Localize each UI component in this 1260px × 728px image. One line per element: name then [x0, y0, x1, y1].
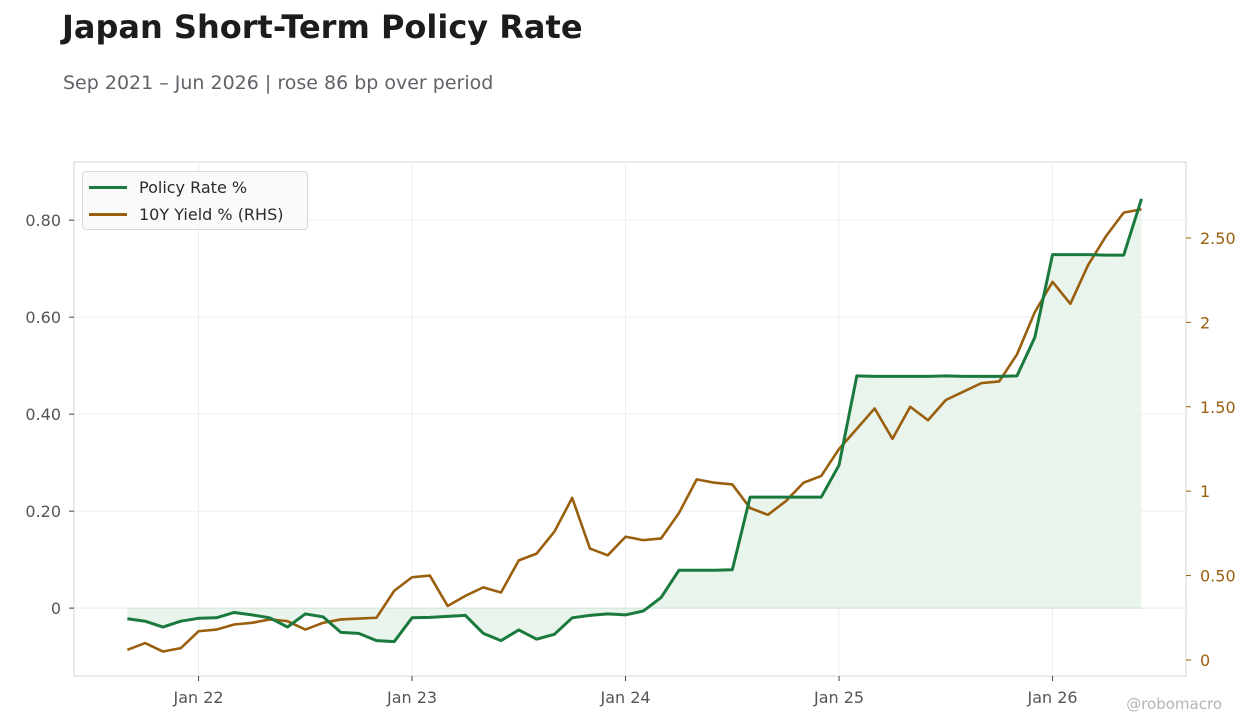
- yield-10y-line: [126, 207, 1142, 653]
- y-left-tick-label: 0.60: [25, 308, 61, 327]
- legend-item-10y-yield: 10Y Yield % (RHS): [89, 203, 283, 225]
- y-left-tick-label: 0.40: [25, 405, 61, 424]
- x-tick-label: Jan 26: [1027, 688, 1078, 707]
- legend-label-10y-yield: 10Y Yield % (RHS): [139, 204, 284, 224]
- legend-label-policy-rate: Policy Rate %: [139, 177, 248, 197]
- legend-swatch-10y-yield: [89, 212, 127, 216]
- y-right-tick-label: 1.50: [1200, 398, 1236, 417]
- watermark: @robomacro: [1126, 695, 1222, 713]
- legend: Policy Rate % 10Y Yield % (RHS): [82, 171, 308, 230]
- legend-swatch-policy-rate: [89, 185, 127, 189]
- x-tick-label: Jan 22: [172, 688, 223, 707]
- y-right-tick-label: 2.50: [1200, 229, 1236, 248]
- legend-item-policy-rate: Policy Rate %: [89, 176, 247, 198]
- y-right-tick-label: 1: [1200, 482, 1210, 501]
- chart-subtitle: Sep 2021 – Jun 2026 | rose 86 bp over pe…: [63, 72, 494, 94]
- y-left-tick-label: 0.80: [25, 211, 61, 230]
- x-tick-label: Jan 24: [599, 688, 650, 707]
- policy-rate-line: [127, 198, 1143, 644]
- chart-title: Japan Short-Term Policy Rate: [62, 8, 583, 46]
- plot-frame: [73, 161, 1187, 677]
- y-left-tick-label: 0.20: [25, 502, 61, 521]
- y-right-tick-label: 0.50: [1200, 567, 1236, 586]
- x-tick-label: Jan 23: [386, 688, 437, 707]
- y-right-tick-label: 2: [1200, 313, 1210, 332]
- policy-rate-area: [127, 198, 1142, 642]
- y-right-tick-label: 0: [1200, 651, 1210, 670]
- x-tick-label: Jan 25: [813, 688, 864, 707]
- y-left-tick-label: 0: [51, 599, 61, 618]
